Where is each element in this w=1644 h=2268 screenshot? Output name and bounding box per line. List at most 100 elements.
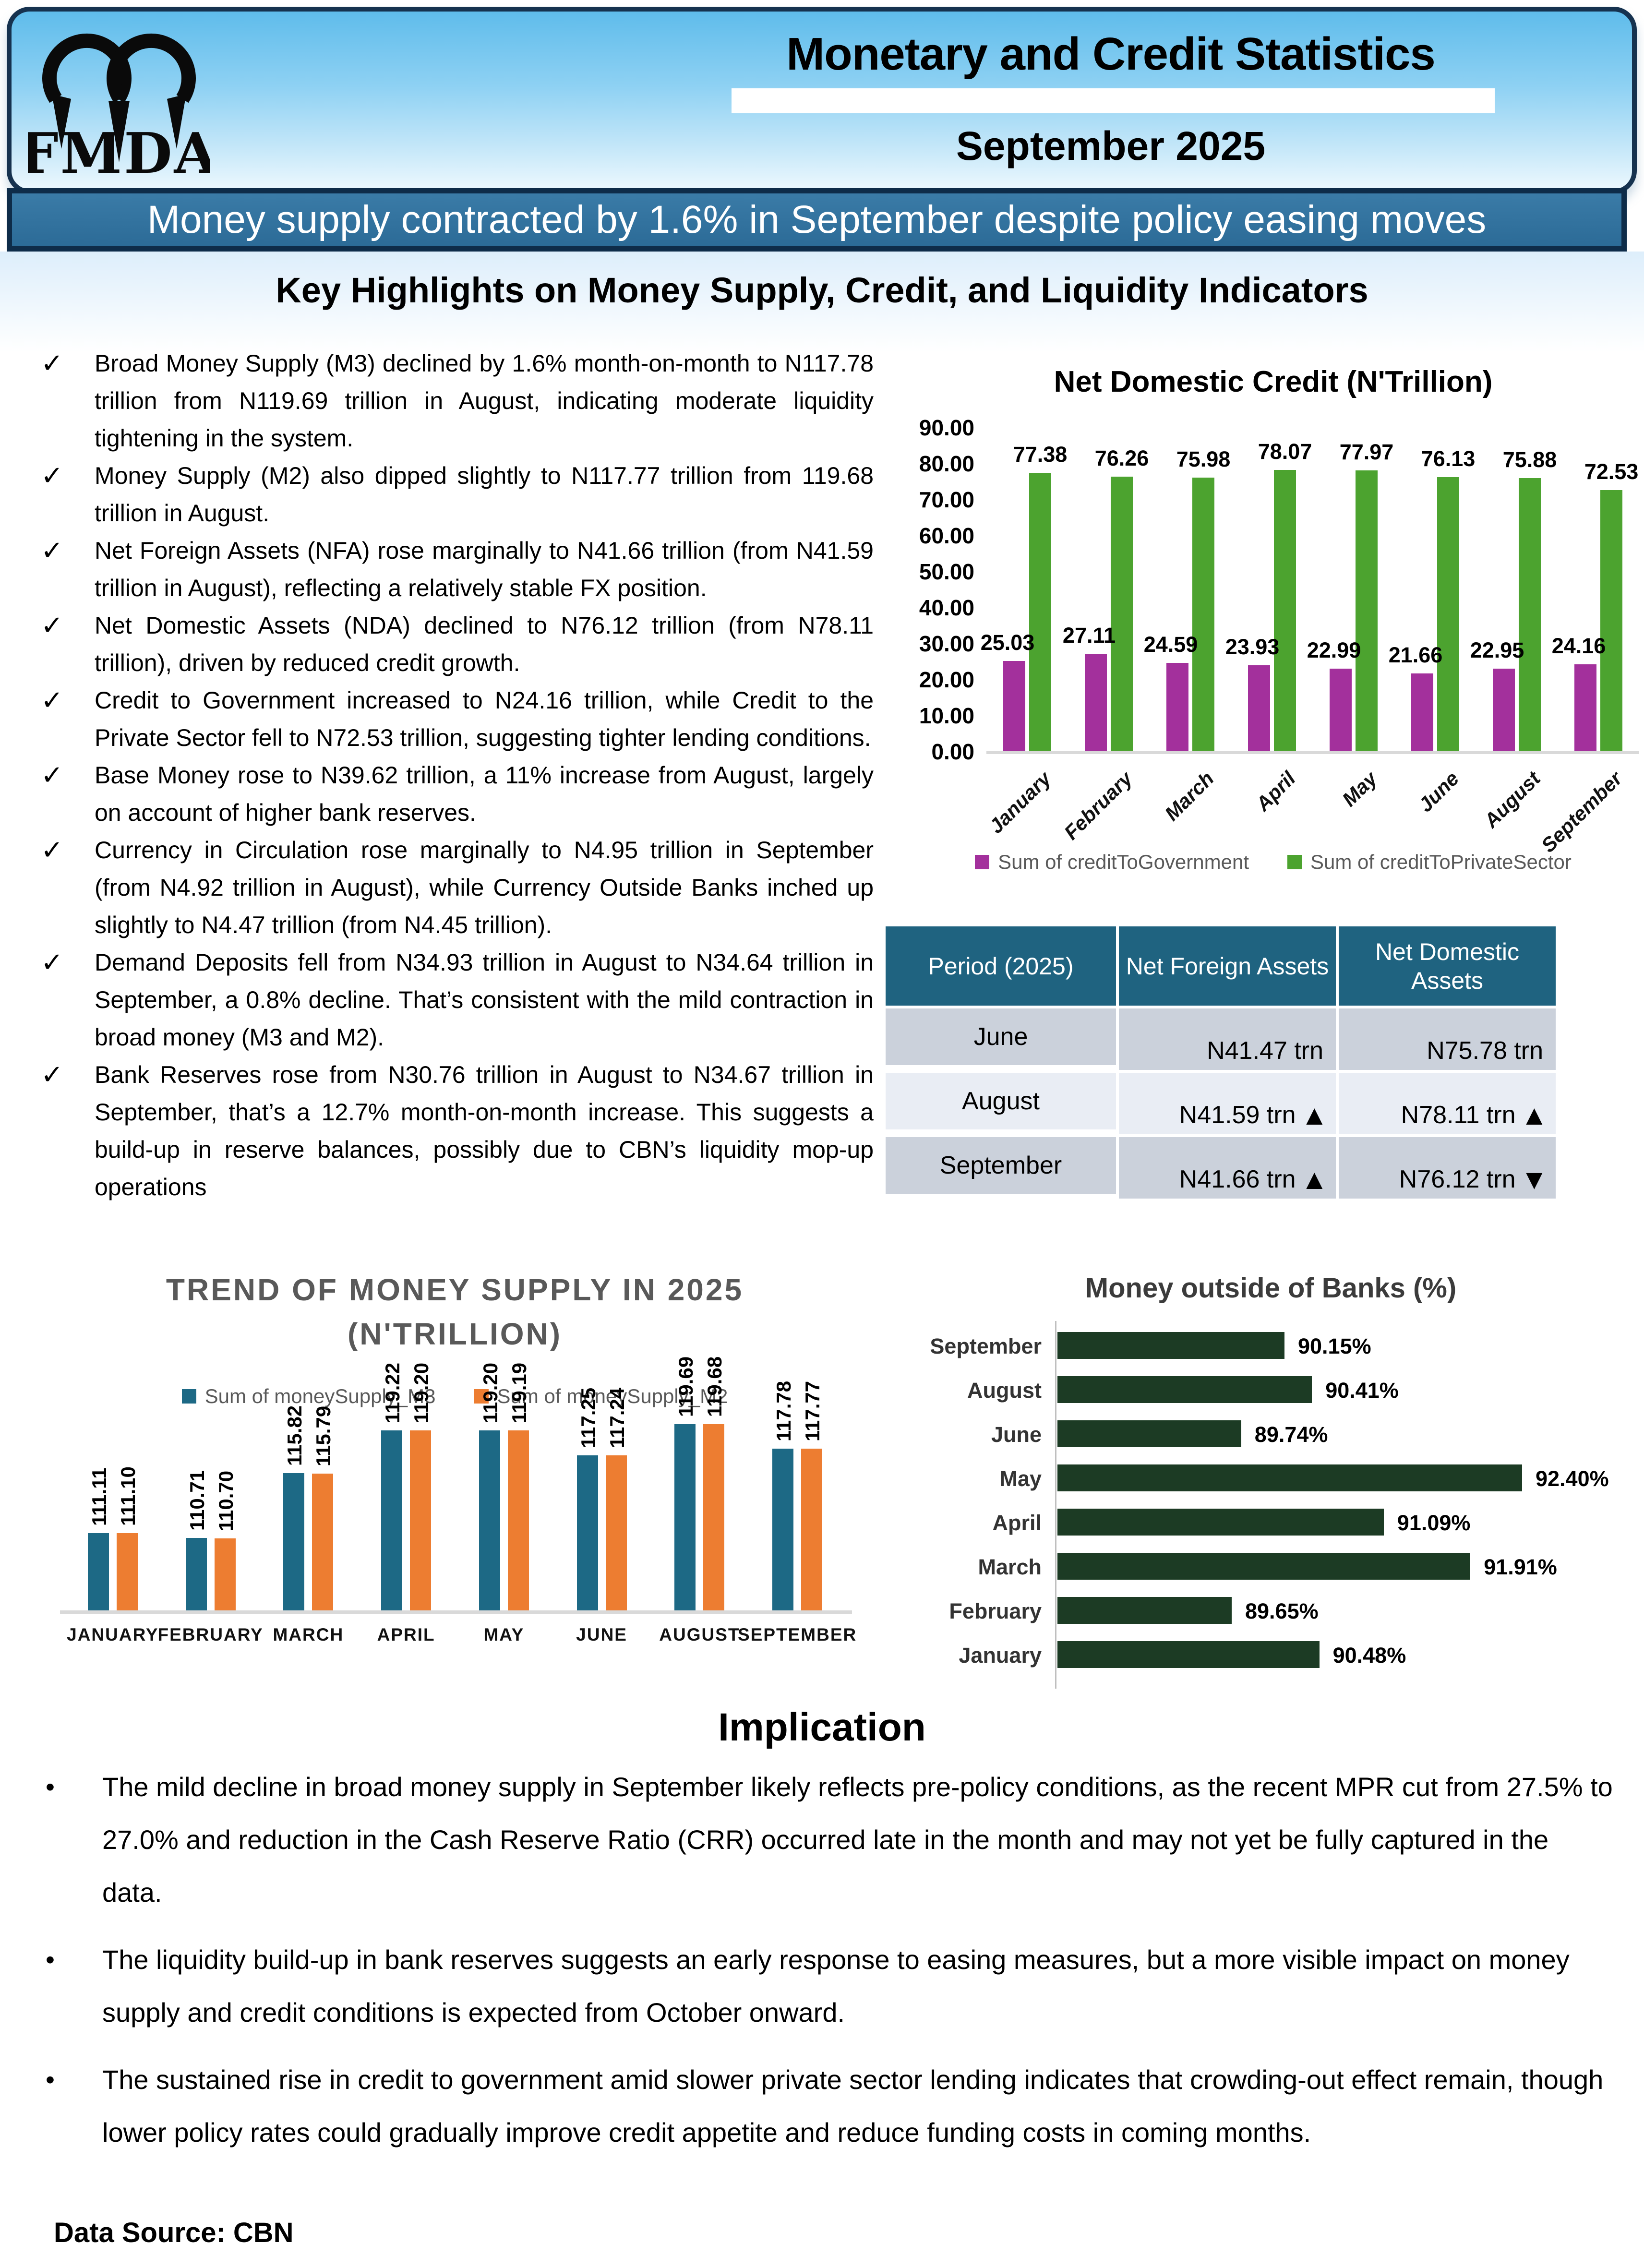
legend-label: Sum of moneySupply_M3 (204, 1385, 436, 1407)
money-supply-m2-bar (801, 1448, 823, 1610)
cell-value: N41.66 trn (1179, 1165, 1296, 1193)
credit-to-private-sector-bar (1519, 478, 1541, 751)
checkmark-icon: ✓ (41, 460, 63, 491)
bar-value-label: 89.65% (1245, 1599, 1319, 1623)
legend-item: Sum of moneySupply_M3 (181, 1385, 436, 1408)
money-supply-m2-bar (116, 1533, 138, 1610)
category-label: April (992, 1511, 1042, 1535)
bar-value-label: 91.09% (1397, 1511, 1471, 1535)
cell-value: N41.59 trn (1179, 1101, 1296, 1129)
bar-value-label-vertical: 117.24 (605, 1387, 628, 1448)
bar-value-label: 78.07 (1258, 439, 1312, 464)
highlight-item: ✓ Net Foreign Assets (NFA) rose marginall… (41, 532, 874, 607)
x-axis-category-label: April (1251, 767, 1300, 816)
money-supply-m3-bar (283, 1473, 305, 1610)
header-divider (732, 88, 1495, 113)
x-axis-category-label: February (1059, 767, 1137, 844)
bar-value-label-vertical: 117.77 (801, 1380, 824, 1441)
x-axis-category-label: March (1160, 767, 1219, 825)
money-supply-m2-bar (703, 1424, 725, 1610)
x-axis-category-label: FEBRUARY (157, 1625, 264, 1644)
credit-to-government-bar (1574, 664, 1596, 751)
bar-value-label-vertical: 119.19 (507, 1363, 530, 1424)
highlights-heading: Key Highlights on Money Supply, Credit, … (276, 270, 1368, 310)
credit-to-private-sector-bar (1356, 470, 1378, 751)
checkmark-icon: ✓ (41, 685, 63, 715)
table-cell-period: August (886, 1073, 1116, 1129)
y-axis-tick-label: 0.00 (931, 739, 974, 764)
y-axis-tick-label: 40.00 (919, 595, 974, 620)
list-item-text: Currency in Circulation rose marginally … (95, 837, 874, 938)
highlight-item: ✓ Base Money rose to N39.62 trillion, a 1… (41, 756, 874, 831)
legend-label: Sum of moneySupply_M2 (497, 1385, 728, 1407)
money-supply-trend-chart: TREND OF MONEY SUPPLY IN 2025 (N'TRILLIO… (46, 1272, 864, 1678)
table-cell-nfa: N41.59 trn ▲ (1119, 1073, 1336, 1134)
bar-value-label-vertical: 117.78 (772, 1380, 795, 1441)
y-axis-tick-label: 90.00 (919, 415, 974, 440)
cell-value: N75.78 trn (1427, 1037, 1543, 1065)
bar-value-label: 77.38 (1013, 442, 1068, 467)
money-supply-m2-bar (214, 1538, 236, 1610)
money-outside-banks-bar (1057, 1641, 1320, 1668)
bar-value-label: 92.40% (1536, 1466, 1609, 1491)
table-cell-nfa: N41.47 trn (1119, 1008, 1336, 1070)
credit-to-private-sector-bar (1029, 472, 1051, 751)
highlights-list: ✓ Broad Money Supply (M3) declined by 1.6… (41, 345, 874, 1206)
x-axis-category-label: June (1414, 767, 1464, 816)
money-outside-banks-bar (1057, 1553, 1471, 1580)
bar-value-label: 75.98 (1176, 447, 1231, 472)
credit-to-private-sector-bar (1437, 477, 1459, 751)
legend-swatch (474, 1389, 489, 1404)
money-supply-m2-bar (605, 1455, 627, 1610)
bar-value-label: 24.59 (1143, 632, 1198, 657)
table-cell-period: September (886, 1137, 1116, 1194)
bar-value-label: 76.26 (1094, 446, 1149, 471)
bar-value-label-vertical: 119.22 (381, 1362, 404, 1423)
y-axis-tick-label: 80.00 (919, 451, 974, 476)
table-header-period: Period (2025) (886, 926, 1116, 1006)
bar-value-label: 75.88 (1502, 447, 1557, 472)
list-item-text: The liquidity build-up in bank reserves … (102, 1944, 1570, 2028)
svg-text:FMDA: FMDA (28, 121, 210, 179)
up-arrow-icon: ▲ (1520, 1100, 1548, 1131)
highlight-item: ✓ Net Domestic Assets (NDA) declined to N… (41, 607, 874, 682)
x-axis-category-label: January (984, 767, 1056, 838)
up-arrow-icon: ▲ (1300, 1100, 1328, 1131)
highlight-item: ✓ Bank Reserves rose from N30.76 trillion… (41, 1056, 874, 1206)
money-supply-m2-bar (507, 1430, 529, 1610)
money-supply-m2-bar (410, 1430, 432, 1610)
checkmark-icon: ✓ (41, 348, 63, 378)
chart-legend: Sum of creditToGovernment Sum of creditTo… (902, 851, 1644, 874)
list-item-text: Net Foreign Assets (NFA) rose marginally… (95, 537, 874, 601)
implication-list: • The mild decline in broad money supply … (46, 1761, 1613, 2173)
highlight-item: ✓ Credit to Government increased to N24.1… (41, 682, 874, 756)
table-header-nda: Net Domestic Assets (1339, 926, 1556, 1006)
list-item-text: Net Domestic Assets (NDA) declined to N7… (95, 612, 874, 676)
list-item-text: The mild decline in broad money supply i… (102, 1772, 1613, 1908)
cell-value: N41.47 trn (1207, 1037, 1323, 1065)
x-axis-line (60, 1610, 852, 1614)
bar-value-label: 27.11 (1062, 623, 1116, 648)
bar-value-label-vertical: 119.69 (674, 1356, 697, 1417)
bar-value-label: 72.53 (1584, 459, 1639, 484)
x-axis-category-label: May (1338, 767, 1382, 811)
bar-value-label: 22.99 (1307, 637, 1361, 662)
money-outside-banks-chart: Money outside of Banks (%) September 90.1… (898, 1272, 1644, 1694)
table-header-nfa: Net Foreign Assets (1119, 926, 1336, 1006)
y-axis-tick-label: 30.00 (919, 631, 974, 656)
bar-value-label-vertical: 111.11 (87, 1467, 110, 1526)
chart-title: Net Domestic Credit (N'Trillion) (1054, 365, 1493, 398)
highlight-item: ✓ Broad Money Supply (M3) declined by 1.6… (41, 345, 874, 457)
table-cell-nda: N78.11 trn ▲ (1339, 1073, 1556, 1134)
bar-value-label: 25.03 (980, 630, 1035, 655)
data-source: Data Source: CBN (54, 2217, 294, 2248)
assets-table: Period (2025) Net Foreign Assets Net Dom… (886, 926, 1556, 1199)
x-axis-category-label: MARCH (273, 1625, 344, 1644)
money-outside-banks-bar (1057, 1597, 1232, 1624)
chart-legend: Sum of moneySupply_M3 Sum of moneySupply_… (46, 1385, 864, 1408)
bar-value-label-vertical: 111.10 (116, 1466, 139, 1526)
y-axis-tick-label: 20.00 (919, 667, 974, 692)
credit-to-government-bar (1248, 665, 1270, 751)
money-outside-banks-bar (1057, 1509, 1384, 1536)
money-outside-banks-bar (1057, 1420, 1241, 1447)
